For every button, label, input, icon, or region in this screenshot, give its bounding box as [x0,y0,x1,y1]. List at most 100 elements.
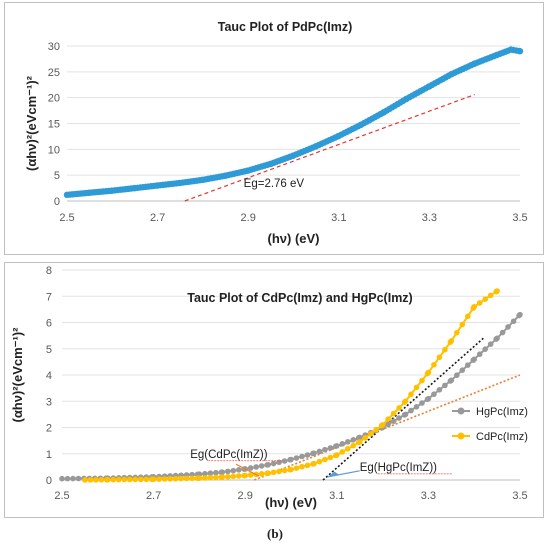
y-tick-label: 5 [54,170,60,182]
y-tick-label: 10 [48,144,60,156]
series-marker [448,377,455,384]
series-marker [70,475,76,482]
series-marker [436,387,443,393]
series-marker [137,476,144,483]
series-marker [402,411,409,418]
series-marker [132,476,139,483]
series-marker [288,466,294,473]
annotation-eg-hgpc: Eg(HgPc(ImZ)) [360,462,437,474]
series-marker [390,418,397,425]
series-marker [413,404,420,410]
series-marker [402,398,409,405]
series-marker [431,362,437,368]
series-marker [156,476,162,482]
series-marker [270,469,277,476]
series-marker [276,468,282,475]
series-marker [242,472,248,479]
series-marker [408,391,414,398]
series-marker [494,288,500,294]
series-marker [425,369,432,376]
series-marker [487,292,494,299]
series-marker [510,318,517,325]
series-marker [121,476,128,483]
series-marker [281,467,288,474]
series-marker [316,448,323,455]
y-tick-label: 0 [54,196,60,208]
series-marker [390,410,397,417]
annotation-arrow [235,463,260,477]
series-marker [396,405,402,411]
y-tick-label: 1 [46,449,52,461]
series-marker [299,463,305,470]
series-marker [288,456,294,463]
series-marker [143,476,150,483]
series-marker [224,473,231,480]
chart-panel-top [4,2,544,255]
series-marker [213,474,219,481]
y-tick-label: 15 [48,119,60,131]
series-marker [247,472,254,478]
x-tick-label: 3.5 [512,212,527,224]
x-tick-label: 3.5 [512,490,527,502]
y-axis-label: (αhν)²(eVcm⁻¹)² [10,327,25,423]
series-marker [471,356,478,363]
series-marker [224,468,231,475]
series-marker [482,346,488,352]
series-marker [304,452,311,458]
series-marker [367,430,374,437]
series-marker [350,442,357,449]
series-marker [350,437,357,443]
series-marker [431,391,437,398]
chart-title: Tauc Plot of CdPc(Imz) and HgPc(Imz) [187,291,412,305]
series-marker [316,458,323,465]
y-tick-label: 20 [48,93,60,105]
y-axis-label: (αhν)²(eVcm⁻¹)² [24,75,39,171]
chart-panel-bottom [4,262,544,518]
y-tick-label: 3 [46,396,52,408]
series-marker [505,324,511,330]
series-marker [64,475,71,482]
series-marker [207,470,214,477]
series-marker [517,311,523,318]
series-marker [327,454,334,461]
chart-1: 0 5 10 15 20 25 30 2.5 2.7 2.9 3.1 3.3 3.5 Tauc Plot … [24,20,528,246]
series-marker [311,450,317,457]
series-marker [476,351,483,358]
series-marker [110,476,117,483]
figure-caption: (b) [267,526,283,541]
series-marker [93,477,99,483]
series-marker [59,475,65,482]
x-tick-label: 3.1 [329,490,344,502]
series-marker [442,382,448,389]
series-marker [219,469,226,475]
series-marker [293,455,300,461]
series-marker [453,329,460,336]
series-marker [385,416,391,423]
series-marker [396,415,402,421]
series-marker [265,461,271,468]
series-marker [253,464,259,470]
series-marker [419,377,425,384]
series-marker [425,395,432,402]
series-marker [344,439,351,445]
series-marker [304,462,311,469]
legend-swatch-marker [457,407,465,415]
annotation-eg-cdpc: Eg(CdPc(ImZ)) [190,449,267,461]
series-marker [311,460,317,467]
series-marker [207,474,214,481]
series-marker [105,476,111,483]
series-marker [281,458,288,464]
series-marker [202,470,208,477]
fit-line [184,94,475,202]
series-marker [448,338,455,344]
series-marker [482,296,488,302]
series-marker [230,473,237,480]
series-marker [385,421,391,428]
series-marker [322,456,328,463]
series-marker [202,475,208,481]
series-marker [339,441,346,447]
series-marker [247,465,254,471]
x-tick-label: 2.9 [238,490,253,502]
series-marker [230,467,237,474]
